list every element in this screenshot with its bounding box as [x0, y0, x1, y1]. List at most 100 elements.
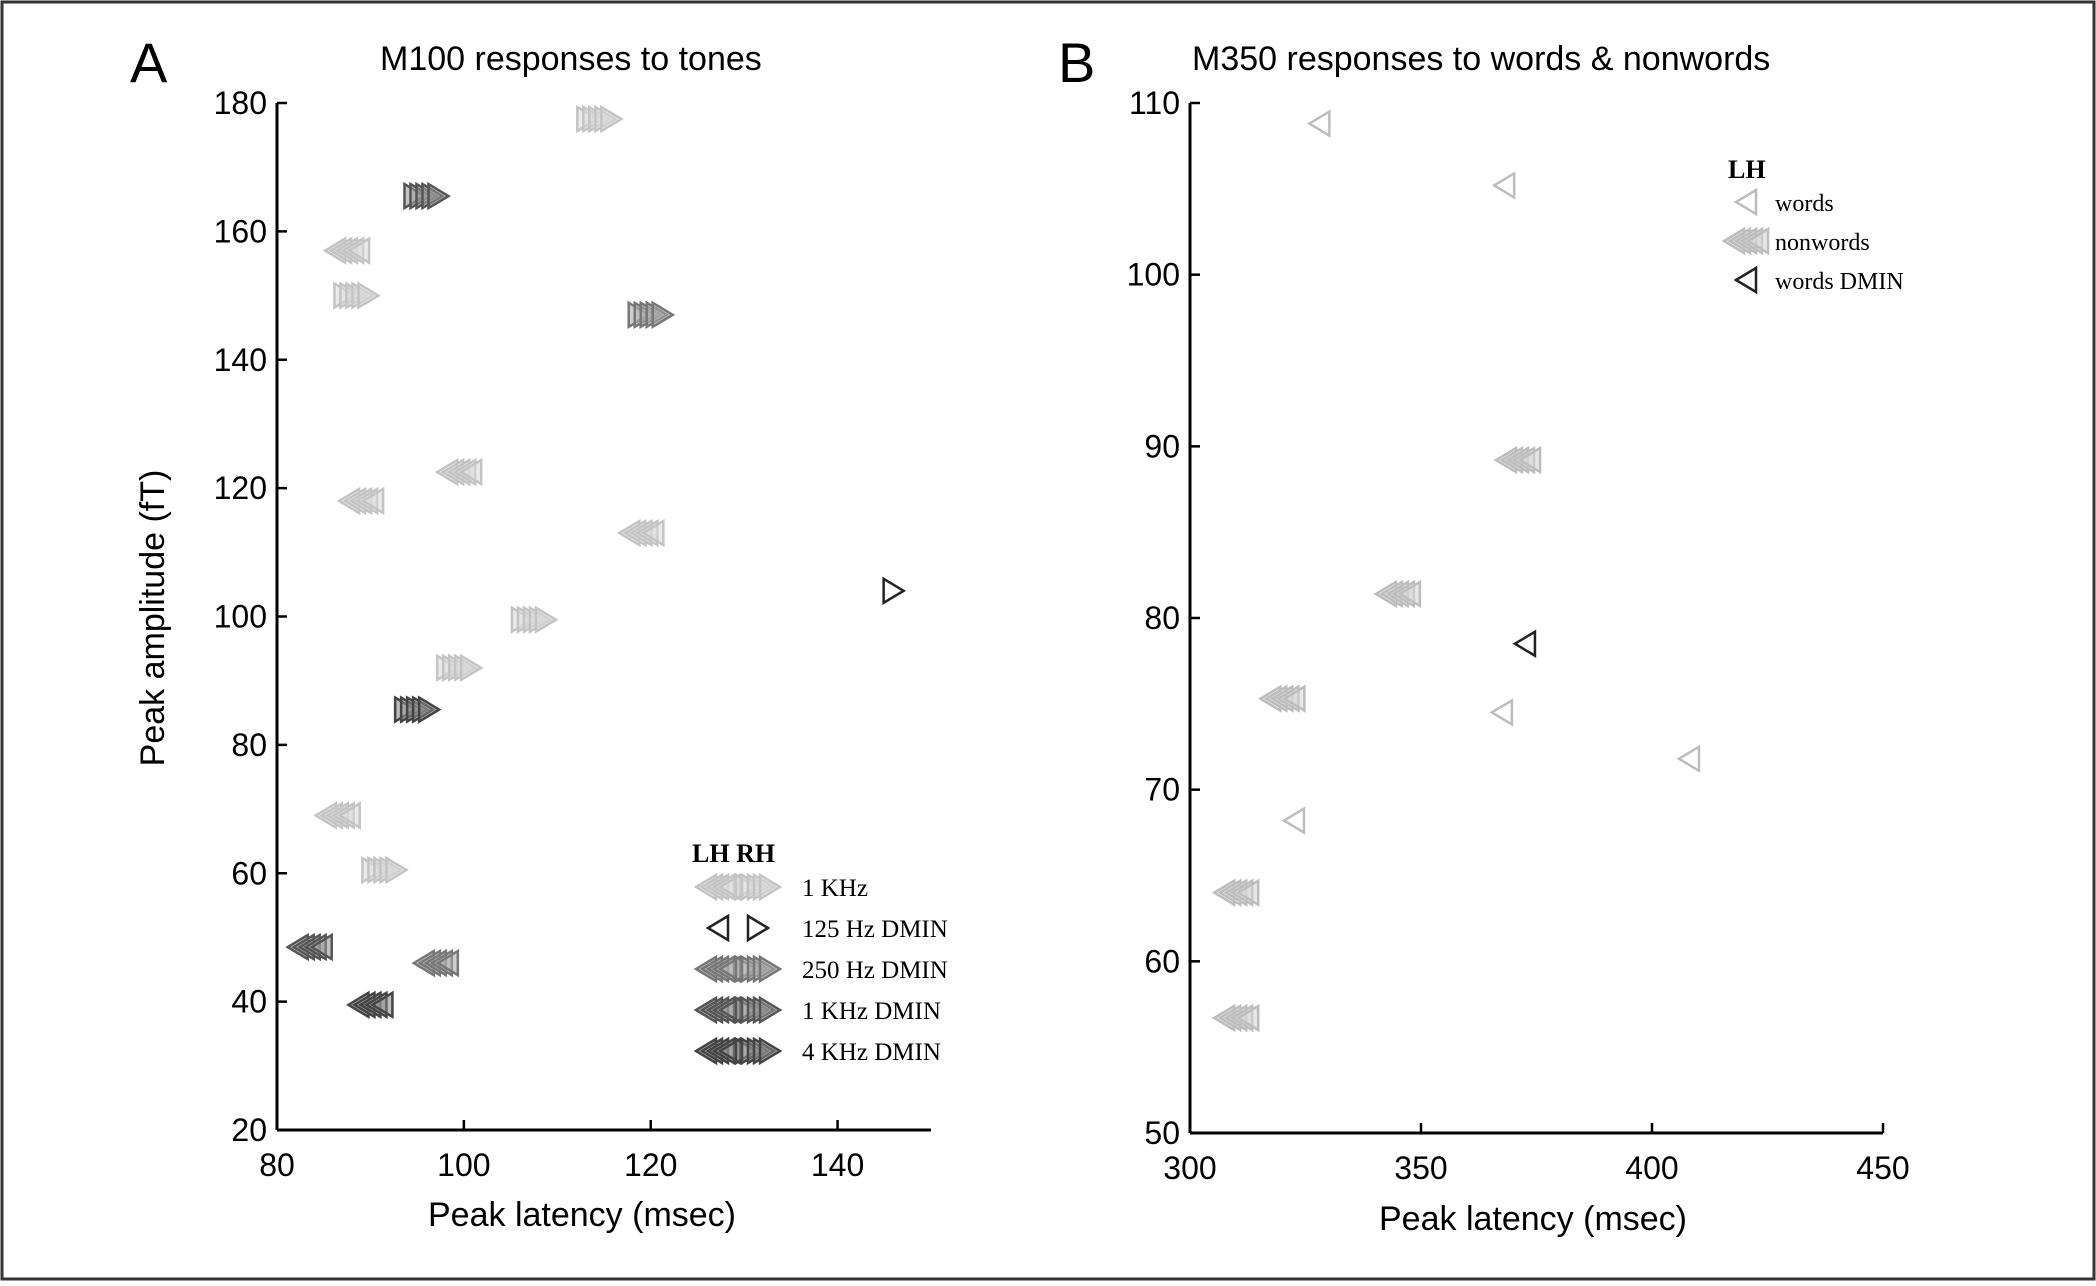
data-point [1493, 445, 1542, 475]
legend-marker-rh-shape [758, 995, 783, 1025]
legend-marker-lh [705, 913, 730, 943]
data-point-shape [346, 236, 371, 265]
panel-a: A M100 responses to tones Peak latency (… [130, 31, 948, 1234]
legend-item: 125 Hz DMIN [705, 913, 948, 943]
x-tick-label: 450 [1856, 1150, 1909, 1186]
data-point-shape [1306, 109, 1331, 138]
legend-marker-rh [734, 995, 783, 1025]
data-point-shape [1491, 171, 1516, 200]
data-point [435, 653, 484, 683]
legend-marker-shape [1733, 265, 1758, 295]
panel-b-marks [1211, 109, 1701, 1033]
data-point-shape [651, 300, 676, 330]
panel-b-legend: LH words nonwords words DMIN [1721, 155, 1904, 295]
legend-label: 125 Hz DMIN [802, 916, 948, 943]
y-tick-label: 60 [231, 855, 267, 891]
data-point-shape [1235, 1003, 1260, 1033]
y-tick-label: 110 [1129, 85, 1180, 121]
legend-marker [1721, 226, 1770, 256]
legend-item: 4 KHz DMIN [693, 1036, 941, 1066]
data-point-shape [534, 605, 559, 634]
y-tick-label: 70 [1144, 772, 1180, 808]
data-point [336, 486, 385, 516]
data-point [361, 855, 409, 885]
legend-marker-lh-shape [705, 913, 730, 943]
data-point-shape [1512, 629, 1537, 658]
legend-marker-rh-shape [758, 1036, 783, 1066]
legend-marker-rh-shape [758, 872, 783, 902]
legend-marker-shape [1745, 226, 1770, 256]
data-point [1211, 878, 1260, 907]
legend-marker [1733, 187, 1758, 217]
x-tick-label: 120 [624, 1147, 677, 1183]
legend-label: 1 KHz [802, 875, 868, 902]
panel-b-letter: B [1058, 31, 1095, 94]
data-point [1281, 806, 1306, 835]
legend-item: words DMIN [1733, 265, 1904, 295]
legend-label: 4 KHz DMIN [802, 1039, 941, 1066]
panel-a-letter: A [130, 31, 168, 94]
data-point [393, 695, 442, 724]
panel-b-xlabel: Peak latency (msec) [1379, 1200, 1687, 1238]
x-tick-label: 400 [1625, 1150, 1678, 1186]
y-tick-label: 80 [1144, 600, 1180, 636]
data-point [411, 948, 460, 978]
data-point-shape [458, 457, 483, 487]
y-tick-label: 60 [1144, 943, 1180, 979]
y-tick-label: 80 [231, 727, 267, 763]
data-point [1512, 629, 1537, 658]
y-tick-label: 180 [214, 85, 267, 121]
panel-b-ticks: 300 350 400 450 50 60 70 80 90 100 110 [1127, 85, 1910, 1186]
x-tick-label: 80 [259, 1147, 295, 1183]
x-tick-label: 300 [1163, 1150, 1216, 1186]
data-point-shape [360, 486, 385, 516]
panel-a-ylabel: Peak amplitude (fT) [134, 470, 172, 767]
panel-b: B M350 responses to words & nonwords Pea… [1058, 31, 1910, 1238]
data-point [627, 300, 676, 330]
legend-marker-rh [734, 1036, 783, 1066]
data-point [1491, 171, 1516, 200]
x-tick-label: 140 [811, 1147, 864, 1183]
y-tick-label: 160 [214, 213, 267, 249]
data-point [403, 181, 451, 211]
x-tick-label: 350 [1394, 1150, 1447, 1186]
legend-marker-rh [734, 954, 783, 984]
panel-a-legend: LH RH 1 KHz 125 Hz DMIN 250 Hz DMIN 1 KHz D… [692, 839, 948, 1066]
data-point [1257, 684, 1306, 713]
legend-label: words DMIN [1775, 269, 1904, 295]
legend-item: 1 KHz [693, 872, 868, 902]
data-point-shape [357, 281, 381, 310]
legend-item: 1 KHz DMIN [693, 995, 941, 1025]
data-point [882, 576, 907, 606]
data-point [285, 932, 333, 962]
x-tick-label: 100 [437, 1147, 490, 1183]
y-tick-label: 140 [214, 342, 267, 378]
data-point [313, 801, 361, 830]
data-point-shape [1676, 744, 1701, 773]
y-tick-label: 100 [214, 599, 267, 635]
legend-marker-lh [693, 995, 742, 1025]
data-point-shape [600, 104, 624, 134]
data-point [1211, 1003, 1260, 1033]
legend-label: 250 Hz DMIN [802, 957, 948, 984]
y-tick-label: 50 [1144, 1115, 1180, 1151]
data-point [333, 281, 381, 310]
data-point-shape [1281, 684, 1306, 713]
legend-marker-shape [1733, 187, 1758, 217]
data-point-shape [1281, 806, 1306, 835]
legend-marker-rh-shape [758, 954, 783, 984]
panel-a-marks [285, 104, 907, 1020]
legend-marker-rh-shape [746, 913, 771, 943]
legend-item: words [1733, 187, 1834, 217]
y-tick-label: 90 [1144, 428, 1180, 464]
data-point [1306, 109, 1331, 138]
legend-label: 1 KHz DMIN [802, 998, 941, 1025]
panel-a-ticks: 80 100 120 140 20 40 60 80 100 120 140 160 180 [214, 85, 865, 1183]
data-point-shape [385, 855, 409, 885]
data-point-shape [1517, 445, 1542, 475]
data-point [1489, 698, 1514, 727]
legend-marker-rh [734, 872, 783, 902]
data-point [322, 236, 371, 265]
